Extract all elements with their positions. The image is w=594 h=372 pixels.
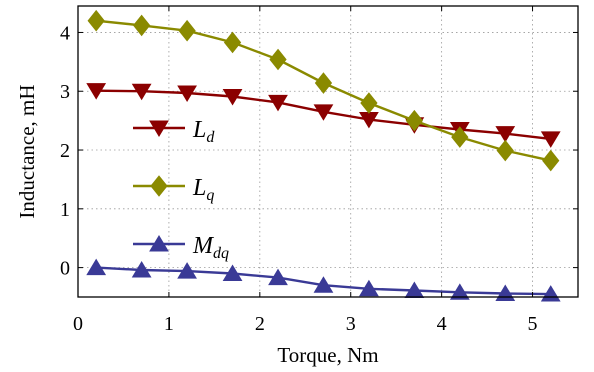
series-Lq <box>87 9 560 172</box>
x-tick-label: 2 <box>255 313 265 335</box>
legend: Ld Lq Mdq <box>133 117 229 262</box>
data-point <box>131 83 152 101</box>
series-Mdq <box>86 258 561 302</box>
data-point <box>495 126 516 143</box>
legend-label: Ld <box>192 117 215 146</box>
data-point <box>178 19 196 42</box>
data-point <box>540 131 561 148</box>
legend-entry: Mdq <box>133 233 229 262</box>
legend-marker <box>149 120 169 137</box>
y-tick-label: 1 <box>60 199 70 221</box>
data-point <box>313 104 334 121</box>
data-point <box>542 149 560 172</box>
data-point <box>269 48 287 71</box>
legend-label: Lq <box>192 175 214 204</box>
data-point <box>496 139 514 162</box>
data-point <box>177 262 197 279</box>
y-tick-label: 4 <box>60 22 70 44</box>
data-point <box>177 85 197 102</box>
data-point <box>268 94 288 112</box>
ticks: 0 1 2 3 4 5 0 1 2 3 4 <box>60 6 578 335</box>
data-point <box>132 14 151 37</box>
legend-entry: Ld <box>133 117 215 146</box>
legend-label-subscript: q <box>206 187 214 204</box>
data-point <box>131 260 152 278</box>
x-axis-label: Torque, Nm <box>277 343 378 367</box>
y-tick-label: 3 <box>60 81 70 103</box>
data-point <box>86 83 107 100</box>
data-point <box>449 283 470 300</box>
grid <box>78 6 578 297</box>
x-tick-label: 5 <box>528 313 538 335</box>
legend-entry: Lq <box>133 175 214 204</box>
data-point <box>359 279 379 297</box>
y-axis-label: Inductance, mH <box>15 84 39 218</box>
data-point <box>223 31 242 54</box>
y-tick-label: 0 <box>60 258 70 280</box>
data-point <box>360 92 378 114</box>
legend-label-subscript: d <box>206 129 215 146</box>
data-point <box>86 258 107 276</box>
data-point <box>87 9 105 32</box>
series-layer <box>86 9 561 302</box>
x-tick-label: 1 <box>164 313 174 335</box>
legend-marker <box>149 235 169 252</box>
data-point <box>314 72 333 94</box>
data-point <box>222 89 243 106</box>
plot-frame <box>77 5 579 298</box>
x-tick-label: 0 <box>73 313 83 335</box>
data-point <box>313 276 334 293</box>
data-point <box>451 126 469 148</box>
data-point <box>268 268 288 286</box>
data-point <box>222 264 243 281</box>
legend-label-subscript: dq <box>213 245 229 262</box>
x-tick-label: 3 <box>346 313 356 335</box>
data-point <box>405 109 424 132</box>
legend-label: Mdq <box>192 233 229 262</box>
y-tick-label: 2 <box>60 140 70 162</box>
x-tick-label: 4 <box>437 313 447 335</box>
legend-marker <box>150 175 168 197</box>
